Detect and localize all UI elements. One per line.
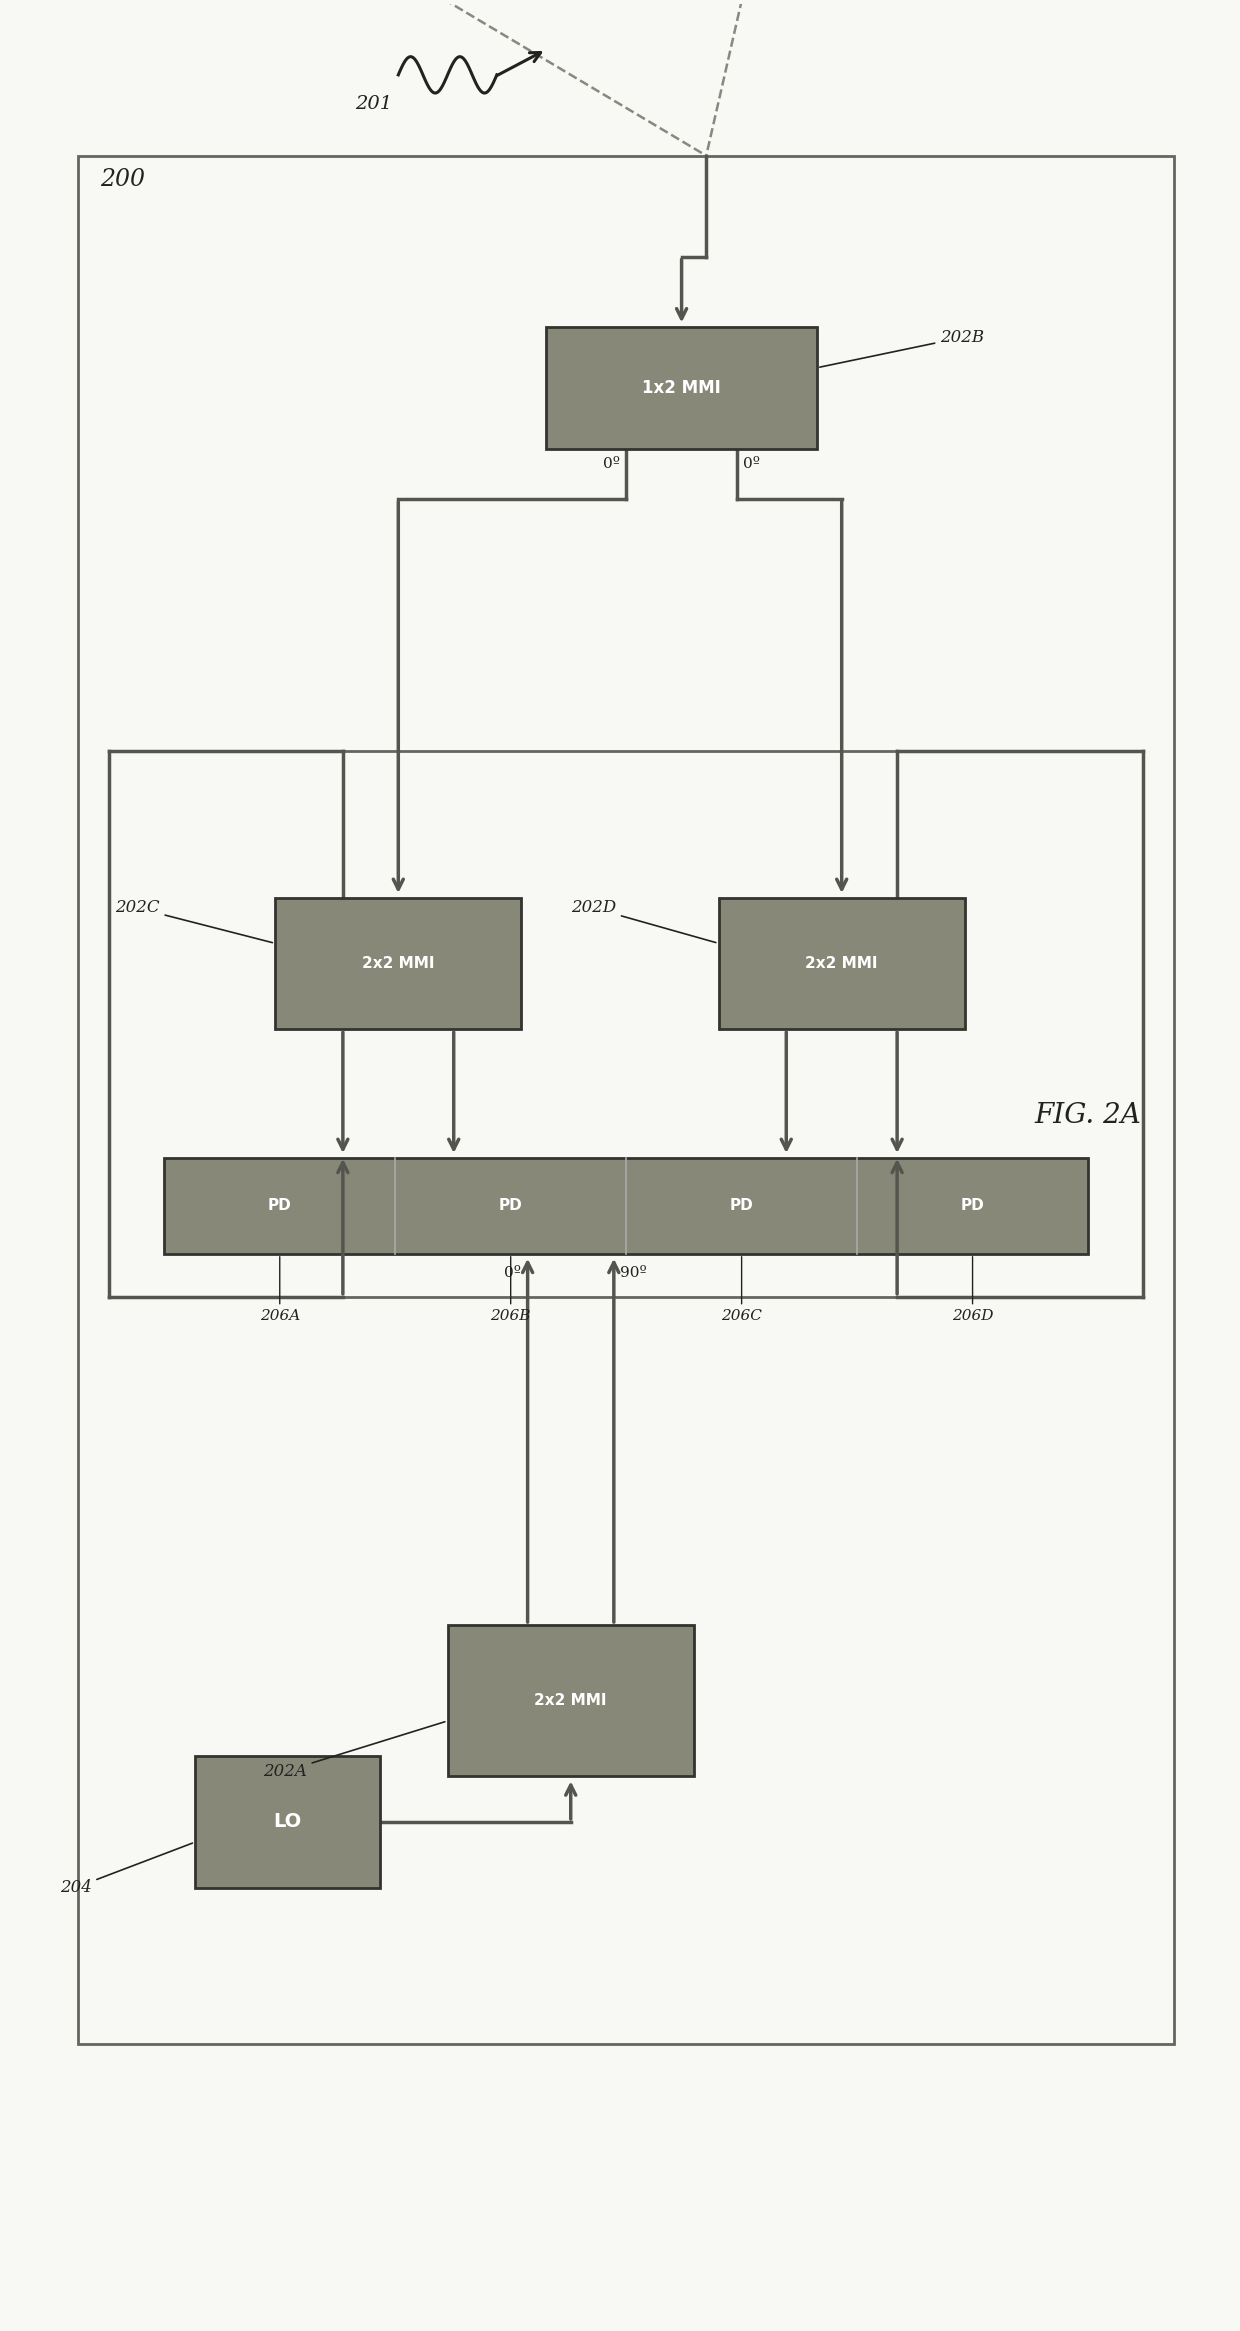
Text: FIG. 2A: FIG. 2A xyxy=(1034,1103,1141,1128)
Text: 202B: 202B xyxy=(820,329,985,368)
Text: 204: 204 xyxy=(60,1844,192,1895)
Text: 200: 200 xyxy=(100,168,145,191)
Text: 90º: 90º xyxy=(620,1266,647,1280)
FancyBboxPatch shape xyxy=(718,897,965,1030)
Text: 0º: 0º xyxy=(603,457,620,471)
Text: 202C: 202C xyxy=(115,900,273,942)
Text: 206B: 206B xyxy=(491,1256,531,1324)
FancyBboxPatch shape xyxy=(546,326,817,448)
Text: 2x2 MMI: 2x2 MMI xyxy=(362,956,434,972)
Text: 0º: 0º xyxy=(505,1266,522,1280)
Text: 206D: 206D xyxy=(952,1256,993,1324)
Text: 201: 201 xyxy=(355,96,392,114)
FancyBboxPatch shape xyxy=(448,1625,694,1776)
FancyBboxPatch shape xyxy=(195,1755,379,1888)
Text: 0º: 0º xyxy=(743,457,760,471)
Text: PD: PD xyxy=(498,1198,522,1214)
Text: 202A: 202A xyxy=(263,1723,445,1781)
Text: PD: PD xyxy=(961,1198,985,1214)
FancyBboxPatch shape xyxy=(275,897,522,1030)
Text: LO: LO xyxy=(273,1814,301,1832)
Text: 2x2 MMI: 2x2 MMI xyxy=(534,1692,608,1709)
Text: PD: PD xyxy=(730,1198,754,1214)
Text: 1x2 MMI: 1x2 MMI xyxy=(642,380,720,396)
Text: 206A: 206A xyxy=(259,1256,300,1324)
Text: 206C: 206C xyxy=(722,1256,763,1324)
Text: 2x2 MMI: 2x2 MMI xyxy=(806,956,878,972)
FancyBboxPatch shape xyxy=(164,1159,1087,1254)
Text: PD: PD xyxy=(268,1198,291,1214)
Text: 202D: 202D xyxy=(570,900,715,942)
